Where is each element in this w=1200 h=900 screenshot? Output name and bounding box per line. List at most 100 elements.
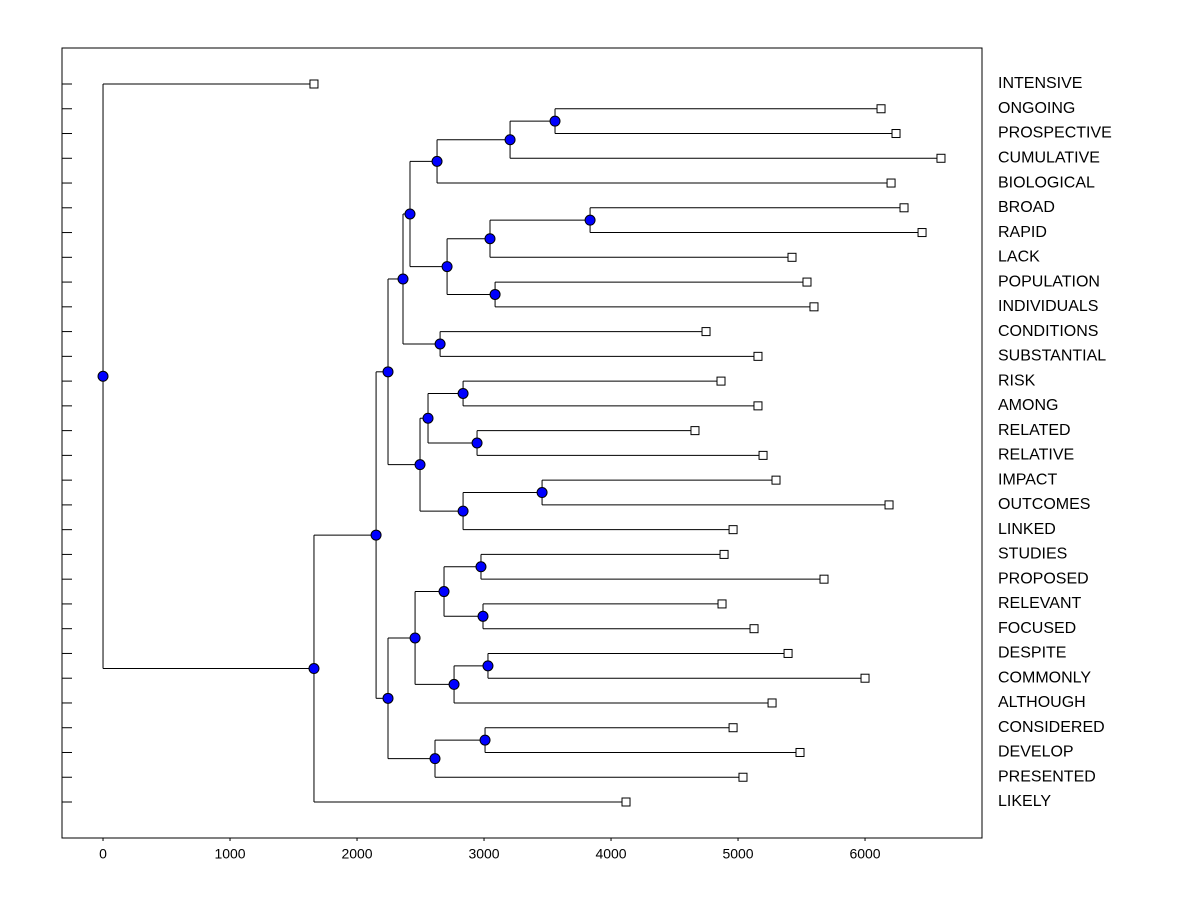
leaf-marker bbox=[819, 574, 829, 584]
leaf-label: BIOLOGICAL bbox=[998, 174, 1095, 191]
leaf-label: CONSIDERED bbox=[998, 719, 1105, 736]
leaf-label: PROSPECTIVE bbox=[998, 125, 1112, 142]
x-tick-label: 6000 bbox=[849, 846, 880, 862]
node-marker bbox=[409, 632, 421, 644]
leaf-marker bbox=[771, 475, 781, 485]
node-marker bbox=[536, 487, 548, 499]
node-marker bbox=[422, 412, 434, 424]
node-marker bbox=[97, 370, 109, 382]
node-marker bbox=[370, 529, 382, 541]
leaf-label: DESPITE bbox=[998, 645, 1066, 662]
leaf-label: ALTHOUGH bbox=[998, 694, 1086, 711]
x-tick-label: 0 bbox=[99, 846, 107, 862]
leaf-marker bbox=[936, 153, 946, 163]
leaf-marker bbox=[728, 525, 738, 535]
leaf-label: AMONG bbox=[998, 397, 1058, 414]
leaf-label: RELATED bbox=[998, 422, 1071, 439]
x-tick-label: 1000 bbox=[214, 846, 245, 862]
leaf-marker bbox=[717, 599, 727, 609]
leaf-marker bbox=[795, 747, 805, 757]
leaf-label: ONGOING bbox=[998, 100, 1075, 117]
leaf-marker bbox=[809, 302, 819, 312]
leaf-label: COMMONLY bbox=[998, 669, 1091, 686]
node-marker bbox=[397, 273, 409, 285]
x-tick-label: 4000 bbox=[595, 846, 626, 862]
leaf-marker bbox=[860, 673, 870, 683]
leaf-marker bbox=[753, 401, 763, 411]
leaf-label: DEVELOP bbox=[998, 744, 1074, 761]
leaf-marker bbox=[716, 376, 726, 386]
leaf-marker bbox=[917, 228, 927, 238]
node-marker bbox=[404, 208, 416, 220]
leaf-label: STUDIES bbox=[998, 546, 1067, 563]
leaf-marker bbox=[886, 178, 896, 188]
leaf-label: LIKELY bbox=[998, 793, 1051, 810]
node-marker bbox=[448, 678, 460, 690]
leaf-label: RISK bbox=[998, 372, 1036, 389]
leaf-labels: INTENSIVE ONGOING PROSPECTIVE CUMULATIVE BIO… bbox=[998, 75, 1112, 810]
leaf-marker bbox=[309, 79, 319, 89]
leaf-marker bbox=[749, 624, 759, 634]
leaf-marker bbox=[753, 351, 763, 361]
leaf-marker bbox=[783, 648, 793, 658]
leaf-label: LACK bbox=[998, 249, 1040, 266]
node-marker bbox=[431, 155, 443, 167]
node-marker bbox=[438, 586, 450, 598]
node-marker bbox=[484, 233, 496, 245]
leaf-label: CUMULATIVE bbox=[998, 149, 1100, 166]
leaf-label: SUBSTANTIAL bbox=[998, 348, 1106, 365]
plot-frame bbox=[61, 47, 983, 839]
leaf-marker bbox=[738, 772, 748, 782]
leaf-marker bbox=[767, 698, 777, 708]
leaf-label: BROAD bbox=[998, 199, 1055, 216]
leaf-label: OUTCOMES bbox=[998, 496, 1090, 513]
leaf-label: RELEVANT bbox=[998, 595, 1082, 612]
leaf-label: CONDITIONS bbox=[998, 323, 1098, 340]
node-marker bbox=[434, 338, 446, 350]
node-marker bbox=[475, 561, 487, 573]
node-marker bbox=[504, 134, 516, 146]
leaf-label: INTENSIVE bbox=[998, 75, 1082, 92]
leaf-marker bbox=[884, 500, 894, 510]
leaf-marker bbox=[787, 252, 797, 262]
leaf-label: RAPID bbox=[998, 224, 1047, 241]
leaf-marker bbox=[621, 797, 631, 807]
node-marker bbox=[308, 663, 320, 675]
leaf-marker bbox=[690, 426, 700, 436]
node-marker bbox=[489, 288, 501, 300]
node-marker bbox=[549, 115, 561, 127]
x-tick-label: 5000 bbox=[722, 846, 753, 862]
node-marker bbox=[471, 437, 483, 449]
leaf-marker bbox=[758, 450, 768, 460]
leaf-marker bbox=[891, 129, 901, 139]
leaf-marker bbox=[899, 203, 909, 213]
leaf-marker bbox=[728, 723, 738, 733]
leaf-label: INDIVIDUALS bbox=[998, 298, 1098, 315]
leaf-label: POPULATION bbox=[998, 273, 1100, 290]
node-marker bbox=[414, 459, 426, 471]
leaf-label: RELATIVE bbox=[998, 447, 1074, 464]
node-marker bbox=[479, 734, 491, 746]
x-tick-label: 3000 bbox=[468, 846, 499, 862]
leaf-label: IMPACT bbox=[998, 471, 1057, 488]
leaf-marker bbox=[802, 277, 812, 287]
node-marker bbox=[441, 261, 453, 273]
leaf-label: PRESENTED bbox=[998, 768, 1096, 785]
node-marker bbox=[382, 692, 394, 704]
node-marker bbox=[457, 387, 469, 399]
node-marker bbox=[477, 610, 489, 622]
node-marker bbox=[584, 214, 596, 226]
leaf-marker bbox=[719, 549, 729, 559]
leaf-marker bbox=[701, 327, 711, 337]
leaf-label: PROPOSED bbox=[998, 570, 1089, 587]
axis: 0 1000 2000 3000 4000 5000 6000 bbox=[62, 83, 881, 862]
node-marker bbox=[482, 660, 494, 672]
x-tick-label: 2000 bbox=[341, 846, 372, 862]
leaf-label: LINKED bbox=[998, 521, 1056, 538]
node-marker bbox=[457, 505, 469, 517]
markers bbox=[97, 79, 946, 807]
leaf-label: FOCUSED bbox=[998, 620, 1076, 637]
node-marker bbox=[429, 753, 441, 765]
links bbox=[102, 83, 941, 803]
